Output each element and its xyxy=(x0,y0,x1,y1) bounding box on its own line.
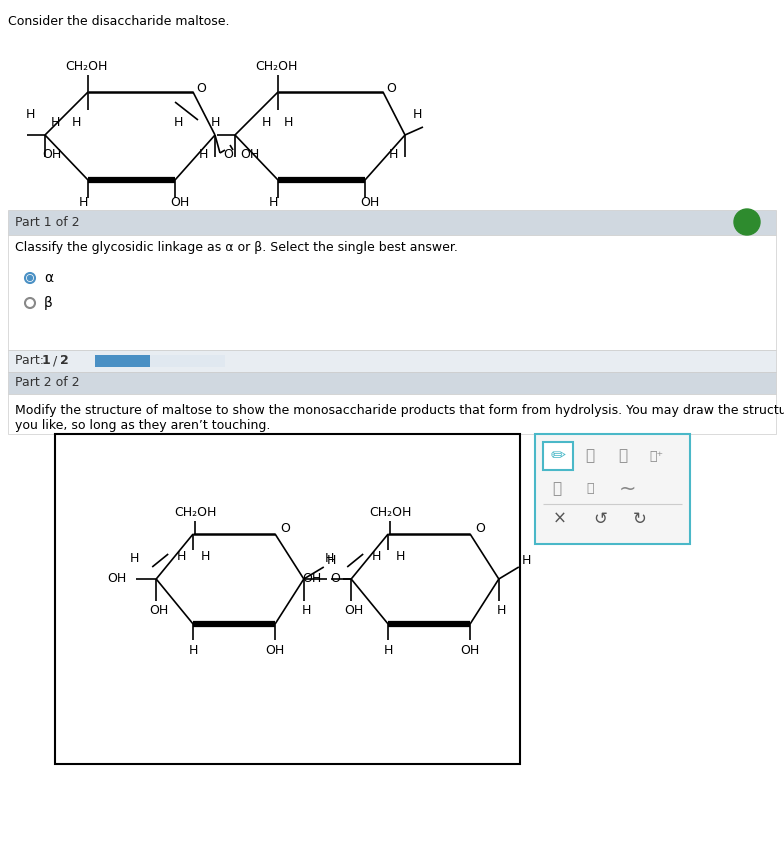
Text: OH: OH xyxy=(345,605,364,617)
Text: Part:: Part: xyxy=(15,354,48,367)
Text: H: H xyxy=(327,555,336,567)
Text: H: H xyxy=(302,605,311,617)
Text: OH: OH xyxy=(241,148,260,161)
Text: H: H xyxy=(388,148,397,161)
FancyBboxPatch shape xyxy=(8,210,776,235)
FancyBboxPatch shape xyxy=(8,350,776,372)
Text: H: H xyxy=(268,197,278,209)
FancyBboxPatch shape xyxy=(55,434,520,764)
Text: OH: OH xyxy=(302,572,321,585)
Text: CH₂OH: CH₂OH xyxy=(369,505,412,518)
Text: H: H xyxy=(129,553,139,566)
Circle shape xyxy=(27,276,32,281)
FancyBboxPatch shape xyxy=(150,355,225,367)
Text: H: H xyxy=(188,644,198,656)
Text: H: H xyxy=(372,550,381,562)
Text: H: H xyxy=(78,197,88,209)
Text: H: H xyxy=(522,555,532,567)
Text: OH: OH xyxy=(150,605,169,617)
Text: Modify the structure of maltose to show the monosaccharide products that form fr: Modify the structure of maltose to show … xyxy=(15,404,784,432)
FancyBboxPatch shape xyxy=(8,235,776,350)
Text: α: α xyxy=(44,271,53,285)
Text: OH: OH xyxy=(107,572,126,585)
Text: H: H xyxy=(198,148,208,161)
Text: /: / xyxy=(49,354,61,367)
Text: CH₂OH: CH₂OH xyxy=(65,60,107,74)
Text: O: O xyxy=(475,522,485,535)
Text: Part 2 of 2: Part 2 of 2 xyxy=(15,377,80,389)
Text: H: H xyxy=(50,115,60,129)
Text: OH: OH xyxy=(361,197,379,209)
Text: ✓: ✓ xyxy=(741,216,753,230)
Text: Consider the disaccharide maltose.: Consider the disaccharide maltose. xyxy=(8,15,230,28)
Text: H: H xyxy=(497,605,506,617)
Text: Classify the glycosidic linkage as α or β. Select the single best answer.: Classify the glycosidic linkage as α or … xyxy=(15,242,458,254)
Text: OH: OH xyxy=(266,644,285,656)
Text: O: O xyxy=(223,148,233,161)
Text: H: H xyxy=(71,115,81,129)
Text: ⬛: ⬛ xyxy=(586,483,593,495)
FancyBboxPatch shape xyxy=(95,355,150,367)
Text: OH: OH xyxy=(170,197,190,209)
Text: O: O xyxy=(196,82,206,96)
Text: H: H xyxy=(176,550,186,562)
Text: H: H xyxy=(25,109,34,121)
Text: H: H xyxy=(383,644,393,656)
Text: 2: 2 xyxy=(60,354,69,367)
Text: 1: 1 xyxy=(42,354,51,367)
Text: ⬜: ⬜ xyxy=(553,482,561,496)
Text: H: H xyxy=(395,550,405,562)
Text: ↻: ↻ xyxy=(633,510,647,528)
Text: ✏: ✏ xyxy=(550,447,565,465)
Text: CH₂OH: CH₂OH xyxy=(255,60,297,74)
FancyBboxPatch shape xyxy=(535,434,690,544)
FancyBboxPatch shape xyxy=(8,394,776,434)
Text: H: H xyxy=(283,115,292,129)
Text: H: H xyxy=(261,115,270,129)
Text: O: O xyxy=(280,522,290,535)
Text: ⬜⁺: ⬜⁺ xyxy=(649,450,663,464)
Text: H: H xyxy=(210,115,220,129)
Text: ×: × xyxy=(553,510,567,528)
Text: β: β xyxy=(44,296,53,310)
Text: H: H xyxy=(325,553,334,566)
Text: CH₂OH: CH₂OH xyxy=(174,505,216,518)
Text: O: O xyxy=(330,572,340,585)
Text: ~: ~ xyxy=(619,479,637,499)
Text: H: H xyxy=(173,115,183,129)
Text: O: O xyxy=(386,82,396,96)
Text: ↺: ↺ xyxy=(593,510,607,528)
Circle shape xyxy=(734,209,760,235)
FancyBboxPatch shape xyxy=(543,442,573,470)
Text: Part 1 of 2: Part 1 of 2 xyxy=(15,215,80,228)
Text: H: H xyxy=(412,109,422,121)
Text: H: H xyxy=(201,550,210,562)
Text: OH: OH xyxy=(42,148,62,161)
Text: OH: OH xyxy=(460,644,480,656)
FancyBboxPatch shape xyxy=(8,372,776,394)
Text: 🧹: 🧹 xyxy=(586,449,594,464)
Text: ✋: ✋ xyxy=(619,449,627,464)
